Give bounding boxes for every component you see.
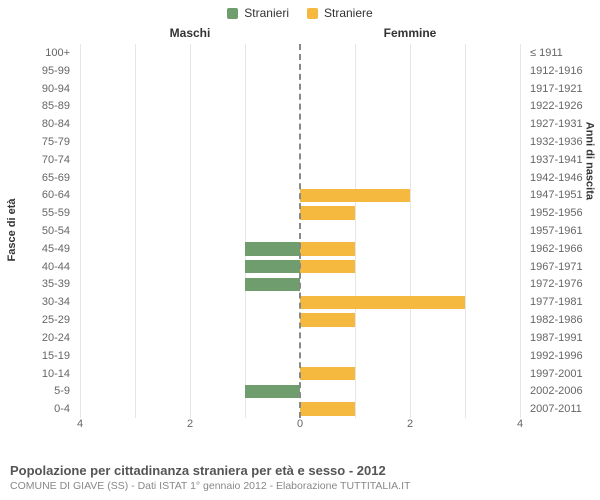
legend-label-male: Stranieri (244, 6, 289, 20)
y-right-label: 1952-1956 (530, 204, 600, 222)
bar-female (300, 402, 355, 416)
column-header-left: Maschi (80, 26, 300, 40)
y-left-label: 70-74 (0, 151, 70, 169)
bar-male (245, 385, 300, 399)
y-right-label: 1957-1961 (530, 222, 600, 240)
legend: Stranieri Straniere (0, 0, 600, 20)
y-right-label: 1922-1926 (530, 97, 600, 115)
bar-female (300, 242, 355, 256)
y-axis-right-title: Anni di nascita (583, 122, 595, 200)
y-left-label: 10-14 (0, 365, 70, 383)
y-right-label: 1917-1921 (530, 80, 600, 98)
y-right-label: 1912-1916 (530, 62, 600, 80)
column-header-right: Femmine (300, 26, 520, 40)
chart-subtitle: COMUNE DI GIAVE (SS) - Dati ISTAT 1° gen… (10, 480, 590, 492)
bar-female (300, 260, 355, 274)
bar-female (300, 296, 465, 310)
bar-male (245, 242, 300, 256)
y-left-label: 30-34 (0, 293, 70, 311)
y-right-label: 1962-1966 (530, 240, 600, 258)
y-right-label: 1972-1976 (530, 276, 600, 294)
legend-swatch-female (307, 8, 318, 19)
y-left-label: 90-94 (0, 80, 70, 98)
y-axis-left-title: Fasce di età (6, 199, 18, 262)
y-axis-right-labels: ≤ 19111912-19161917-19211922-19261927-19… (524, 44, 600, 418)
x-tick: 0 (297, 418, 303, 430)
y-left-label: 0-4 (0, 400, 70, 418)
y-right-label: ≤ 1911 (530, 44, 600, 62)
plot-area: 4 2 0 2 4 (80, 44, 520, 436)
grid-line (520, 44, 521, 418)
bar-female (300, 367, 355, 381)
y-right-label: 1982-1986 (530, 311, 600, 329)
y-left-label: 80-84 (0, 115, 70, 133)
y-left-label: 35-39 (0, 276, 70, 294)
x-tick: 2 (187, 418, 193, 430)
y-left-label: 95-99 (0, 62, 70, 80)
y-right-label: 1997-2001 (530, 365, 600, 383)
x-tick: 4 (77, 418, 83, 430)
y-right-label: 1992-1996 (530, 347, 600, 365)
bar-male (245, 278, 300, 292)
bar-female (300, 189, 410, 203)
legend-swatch-male (227, 8, 238, 19)
legend-item-female: Straniere (307, 6, 373, 20)
y-left-label: 100+ (0, 44, 70, 62)
y-right-label: 2007-2011 (530, 400, 600, 418)
y-right-label: 2002-2006 (530, 382, 600, 400)
y-left-label: 15-19 (0, 347, 70, 365)
x-tick: 4 (517, 418, 523, 430)
column-headers: Maschi Femmine (80, 26, 520, 40)
y-right-label: 1967-1971 (530, 258, 600, 276)
y-left-label: 20-24 (0, 329, 70, 347)
chart-title: Popolazione per cittadinanza straniera p… (10, 463, 590, 478)
y-left-label: 5-9 (0, 382, 70, 400)
x-axis-ticks: 4 2 0 2 4 (80, 418, 520, 436)
center-axis-line (299, 44, 301, 418)
footer: Popolazione per cittadinanza straniera p… (10, 463, 590, 492)
y-left-label: 85-89 (0, 97, 70, 115)
legend-label-female: Straniere (324, 6, 373, 20)
y-left-label: 75-79 (0, 133, 70, 151)
bar-female (300, 206, 355, 220)
y-right-label: 1987-1991 (530, 329, 600, 347)
bar-female (300, 313, 355, 327)
y-left-label: 65-69 (0, 169, 70, 187)
y-left-label: 25-29 (0, 311, 70, 329)
x-tick: 2 (407, 418, 413, 430)
legend-item-male: Stranieri (227, 6, 289, 20)
bar-male (245, 260, 300, 274)
y-right-label: 1977-1981 (530, 293, 600, 311)
